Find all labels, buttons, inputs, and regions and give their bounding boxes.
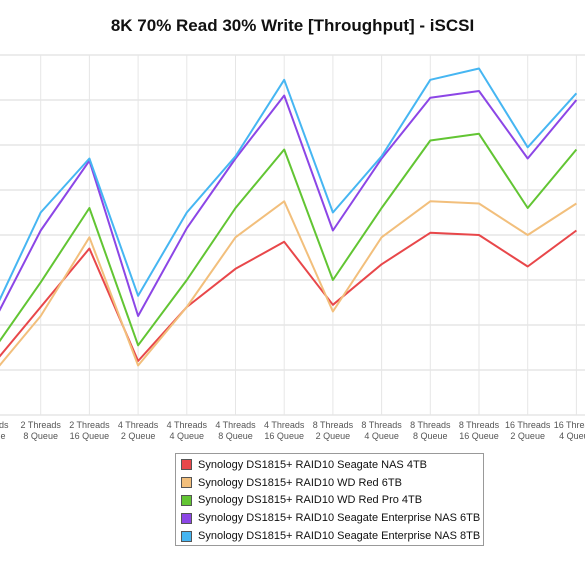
x-tick-label: 16 Queue — [459, 431, 499, 441]
x-tick-label: 4 Queue — [364, 431, 399, 441]
x-tick-label: Queue — [0, 431, 6, 441]
chart-title: 8K 70% Read 30% Write [Throughput] - iSC… — [110, 16, 475, 35]
legend-item: Synology DS1815+ RAID10 Seagate Enterpri… — [176, 527, 483, 545]
x-tick-label: 4 Queue — [170, 431, 205, 441]
series-line-4 — [0, 67, 578, 302]
x-tick-label: 4 Threads — [167, 420, 208, 430]
x-tick-label: 8 Threads — [313, 420, 354, 430]
x-tick-label: 4 Threads — [264, 420, 305, 430]
x-tick-label: 16 Threads — [554, 420, 585, 430]
series-line-2 — [0, 132, 578, 347]
legend-label: Synology DS1815+ RAID10 WD Red 6TB — [198, 476, 402, 489]
x-tick-label: 16 Queue — [70, 431, 110, 441]
x-tick-label: 2 Queue — [510, 431, 545, 441]
legend-swatch — [181, 459, 192, 471]
x-tick-label: 4 Threads — [215, 420, 256, 430]
x-tick-label: 4 Threads — [118, 420, 159, 430]
legend-label: Synology DS1815+ RAID10 Seagate Enterpri… — [198, 530, 481, 543]
legend: Synology DS1815+ RAID10 Seagate NAS 4TB S… — [175, 453, 484, 546]
series-lines — [0, 67, 578, 367]
x-tick-label: 2 Threads — [69, 420, 110, 430]
x-tick-label: 16 Threads — [505, 420, 551, 430]
x-tick-label: 8 Queue — [218, 431, 253, 441]
legend-swatch — [181, 494, 192, 506]
legend-label: Synology DS1815+ RAID10 Seagate NAS 4TB — [198, 458, 427, 471]
legend-swatch — [181, 530, 192, 542]
x-tick-label: 2 Threads — [21, 420, 62, 430]
legend-label: Synology DS1815+ RAID10 Seagate Enterpri… — [198, 512, 481, 525]
x-tick-label: Threads — [0, 420, 9, 430]
gridlines — [0, 54, 585, 416]
legend-swatch — [181, 512, 192, 524]
legend-item: Synology DS1815+ RAID10 WD Red 6TB — [176, 474, 483, 492]
legend-item: Synology DS1815+ RAID10 Seagate Enterpri… — [176, 509, 483, 527]
x-tick-label: 16 Queue — [264, 431, 304, 441]
series-line-0 — [0, 229, 577, 362]
legend-label: Synology DS1815+ RAID10 WD Red Pro 4TB — [198, 494, 423, 507]
x-tick-label: 8 Threads — [410, 420, 451, 430]
legend-item: Synology DS1815+ RAID10 WD Red Pro 4TB — [176, 492, 483, 510]
x-tick-label: 8 Threads — [459, 420, 500, 430]
x-tick-label: 4 Queue — [559, 431, 585, 441]
legend-swatch — [181, 477, 192, 489]
x-tick-label: 8 Queue — [413, 431, 448, 441]
series-line-1 — [0, 200, 577, 367]
x-tick-label: 2 Queue — [121, 431, 156, 441]
x-tick-label: 2 Queue — [316, 431, 351, 441]
x-tick-label: 8 Threads — [361, 420, 402, 430]
x-tick-label: 8 Queue — [23, 431, 58, 441]
legend-item: Synology DS1815+ RAID10 Seagate NAS 4TB — [176, 456, 483, 474]
